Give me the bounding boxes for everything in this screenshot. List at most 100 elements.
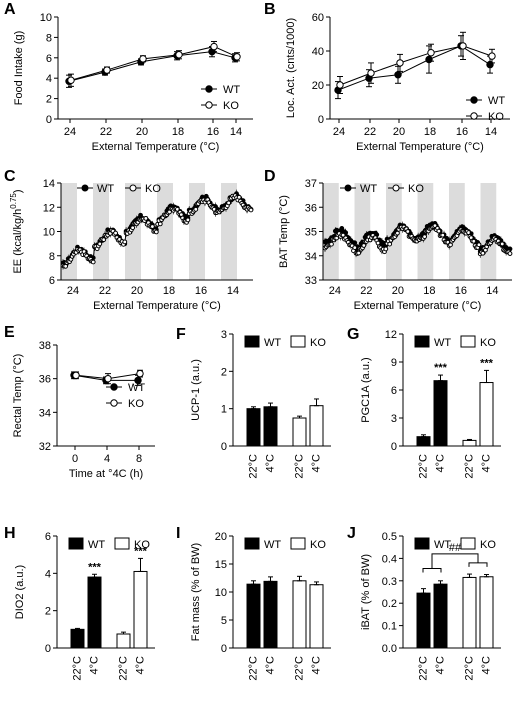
x-axis-label: External Temperature (°C) xyxy=(93,300,221,312)
legend-label: KO xyxy=(480,539,496,551)
panel-label: I xyxy=(176,525,180,542)
bar-wt xyxy=(263,580,278,649)
data-point-ko xyxy=(459,42,467,50)
x-tick-label: 24 xyxy=(329,285,341,297)
y-tick-label: 36 xyxy=(39,374,51,386)
bar-ko xyxy=(116,633,131,649)
series-line-wt xyxy=(68,51,236,82)
y-tick-label: 12 xyxy=(43,202,55,214)
y-tick-label: 0 xyxy=(45,643,51,655)
bar-wt xyxy=(87,576,102,649)
data-point-ko xyxy=(122,239,128,245)
y-axis-label: BAT Temp (°C) xyxy=(278,195,290,268)
y-tick-label: 34 xyxy=(305,251,317,263)
data-point-ko xyxy=(476,242,482,248)
y-tick-label: 0 xyxy=(391,441,397,453)
bar-ko xyxy=(462,439,477,447)
data-point-ko xyxy=(361,243,367,248)
y-tick-label: 0 xyxy=(221,643,227,655)
x-tick-label: 22 xyxy=(99,285,111,297)
x-axis-label: External Temperature (°C) xyxy=(92,141,220,153)
x-tick-label: 4°C xyxy=(265,656,277,675)
x-tick-label: 4°C xyxy=(311,454,323,473)
y-tick-label: 38 xyxy=(39,340,51,352)
legend-swatch-wt xyxy=(68,537,84,550)
data-point-ko xyxy=(448,242,453,248)
x-tick-label: 16 xyxy=(455,285,467,297)
x-tick-label: 22°C xyxy=(464,656,476,681)
x-tick-label: 14 xyxy=(227,285,239,297)
data-point-ko xyxy=(233,53,241,61)
data-point-ko xyxy=(130,225,136,231)
y-tick-label: 14 xyxy=(43,178,55,190)
y-axis-label: Rectal Temp (°C) xyxy=(12,354,24,438)
data-point-ko xyxy=(210,42,218,51)
data-point-ko xyxy=(103,66,111,74)
x-tick-label: 16 xyxy=(456,126,468,138)
legend-label: WT xyxy=(223,84,240,96)
data-point-ko xyxy=(90,259,96,265)
legend-marker-ko xyxy=(110,399,118,407)
legend-label: KO xyxy=(480,337,496,349)
x-tick-label: 20 xyxy=(393,126,405,138)
y-tick-label: 15 xyxy=(215,559,227,571)
y-axis-label: iBAT (% of BW) xyxy=(360,554,372,630)
data-point-ko xyxy=(72,371,80,379)
bar-wt xyxy=(246,583,261,649)
data-point-ko xyxy=(329,241,334,247)
x-tick-label: 4°C xyxy=(135,656,147,675)
x-tick-label: 22°C xyxy=(464,454,476,479)
y-tick-label: 0.4 xyxy=(382,553,397,565)
data-point-ko xyxy=(236,194,242,200)
significance-label: ## xyxy=(449,542,462,554)
data-point-ko xyxy=(440,232,446,238)
x-tick-label: 4°C xyxy=(265,454,277,473)
legend-marker-wt xyxy=(81,184,89,192)
dark-phase-band xyxy=(480,183,497,280)
data-point-ko xyxy=(387,241,393,247)
legend-swatch-ko xyxy=(460,537,476,550)
y-tick-label: 10 xyxy=(215,587,227,599)
data-point-ko xyxy=(395,230,400,236)
data-point-ko xyxy=(97,241,103,247)
x-tick-label: 22°C xyxy=(248,656,260,681)
x-axis-label: External Temperature (°C) xyxy=(356,141,484,153)
data-point-ko xyxy=(356,250,362,256)
data-point-ko xyxy=(67,76,75,84)
data-point-ko xyxy=(175,51,183,59)
y-tick-label: 3 xyxy=(391,413,397,425)
significance-marker: *** xyxy=(434,362,448,374)
data-point-ko xyxy=(427,49,435,57)
significance-marker: *** xyxy=(134,545,148,557)
x-tick-label: 22°C xyxy=(72,656,84,681)
legend-swatch-wt xyxy=(414,537,430,550)
legend-swatch-ko xyxy=(114,537,130,550)
y-tick-label: 2 xyxy=(221,366,227,378)
y-tick-label: 6 xyxy=(46,53,52,65)
data-point-ko xyxy=(422,234,428,240)
y-tick-label: 4 xyxy=(46,73,52,85)
y-axis-label: Fat mass (% of BW) xyxy=(190,543,202,641)
y-tick-label: 9 xyxy=(391,357,397,369)
data-point-ko xyxy=(499,241,505,247)
bar-wt xyxy=(416,592,431,649)
legend-label: KO xyxy=(408,183,424,195)
panel-label: F xyxy=(176,326,186,343)
y-tick-label: 37 xyxy=(305,178,317,190)
y-tick-label: 20 xyxy=(215,531,227,543)
data-point-ko xyxy=(136,369,144,378)
x-axis-label: External Temperature (°C) xyxy=(354,300,482,312)
bar-ko xyxy=(292,417,307,447)
y-tick-label: 8 xyxy=(46,32,52,44)
legend-label: KO xyxy=(310,337,326,349)
dark-phase-band xyxy=(354,183,371,280)
x-tick-label: 22°C xyxy=(418,454,430,479)
y-tick-label: 0.2 xyxy=(382,598,397,610)
data-point-ko xyxy=(471,238,477,244)
data-point-ko xyxy=(104,374,112,383)
bar-wt xyxy=(70,628,85,649)
y-axis-label: PGC1A (a.u.) xyxy=(360,357,372,422)
x-tick-label: 24 xyxy=(64,126,76,138)
legend-label: WT xyxy=(360,183,377,195)
